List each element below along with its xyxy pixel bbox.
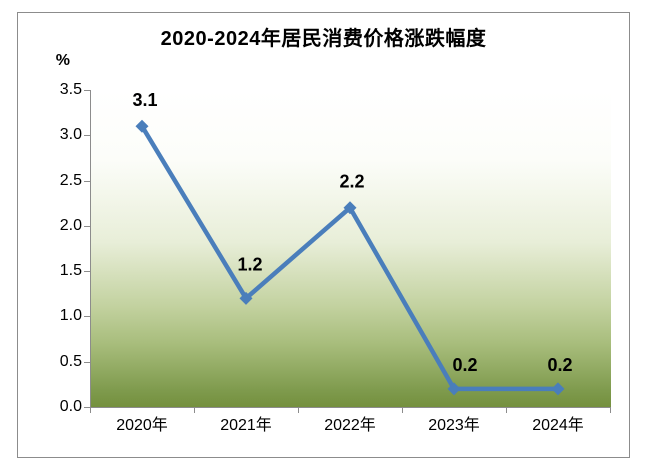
- data-point-label-2020年: 3.1: [132, 90, 157, 110]
- x-axis-category-label: 2020年: [116, 417, 168, 434]
- y-axis-tick-label: 2.0: [59, 216, 82, 234]
- data-point-label-2023年: 0.2: [452, 355, 477, 375]
- y-axis-tick-label: 0.5: [59, 352, 82, 370]
- chart-title: 2020-2024年居民消费价格涨跌幅度: [160, 28, 487, 50]
- x-axis-category-label: 2023年: [428, 417, 480, 434]
- data-point-marker-2021年: [239, 291, 253, 305]
- x-axis-tick-mark: [402, 408, 403, 413]
- x-axis-category-label: 2021年: [220, 417, 272, 434]
- y-axis-tick-mark: [84, 135, 90, 137]
- x-axis-tick-mark: [194, 408, 195, 413]
- data-point-marker-2023年: [447, 382, 461, 396]
- y-axis-tick-mark: [84, 225, 90, 227]
- data-point-label-2021年: 1.2: [237, 254, 262, 274]
- plot-area: [90, 90, 611, 408]
- y-axis-tick-label: 3.0: [59, 126, 82, 144]
- y-axis-tick-mark: [84, 316, 90, 318]
- x-axis-tick-mark: [90, 408, 91, 413]
- y-axis-tick-mark: [84, 180, 90, 182]
- cpi-line-series: [139, 123, 561, 392]
- x-axis-tick-mark: [298, 408, 299, 413]
- x-axis-category-label: 2024年: [532, 417, 584, 434]
- y-axis-tick-mark: [84, 407, 90, 408]
- line-series-plot: 3.1 1.2 2.2 0.2 0.2: [132, 90, 573, 396]
- y-axis-tick-mark: [84, 271, 90, 273]
- y-axis-tick-mark: [84, 90, 90, 91]
- data-point-label-2022年: 2.2: [339, 172, 364, 192]
- y-axis-tick-label: 1.0: [59, 307, 82, 325]
- y-axis-tick-label: 3.5: [59, 81, 82, 98]
- y-axis-tick-mark: [84, 361, 90, 363]
- x-axis-tick-mark: [610, 408, 611, 413]
- data-point-label-2024年: 0.2: [547, 355, 572, 375]
- y-axis-unit-label: %: [55, 52, 70, 69]
- data-point-marker-2020年: [135, 119, 149, 133]
- y-axis-tick-label: 2.5: [59, 171, 82, 189]
- data-point-marker-2022年: [343, 201, 357, 215]
- x-axis-tick-mark: [506, 408, 507, 413]
- y-axis-tick-label: 1.5: [59, 262, 82, 280]
- data-point-marker-2024年: [551, 382, 565, 396]
- x-axis-category-label: 2022年: [324, 417, 376, 434]
- y-axis-tick-label: 0.0: [59, 398, 82, 415]
